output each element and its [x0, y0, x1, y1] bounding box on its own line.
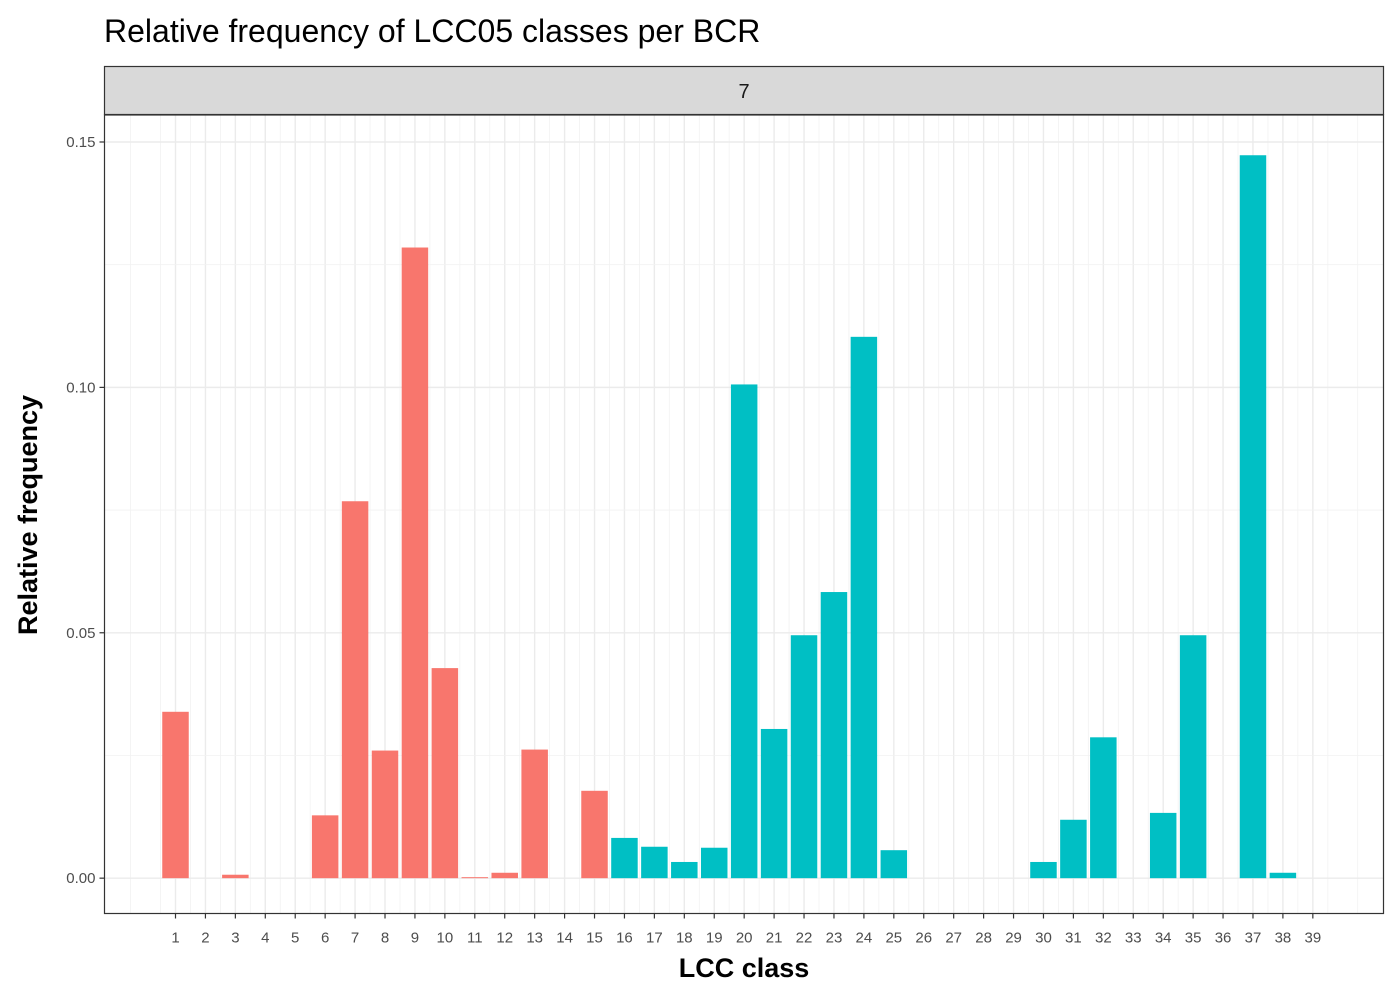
- bar-class-9: [401, 247, 429, 879]
- x-tick-label: 23: [826, 930, 843, 947]
- bar-class-32: [1090, 737, 1117, 879]
- bar-class-15: [581, 790, 608, 879]
- bar-class-24: [850, 336, 878, 879]
- bar-class-31: [1060, 819, 1087, 879]
- bar-class-10: [431, 668, 459, 879]
- bar-class-17: [641, 846, 668, 879]
- x-tick-label: 24: [856, 930, 873, 947]
- bar-class-11: [461, 877, 489, 879]
- x-tick-label: 22: [796, 930, 813, 947]
- x-tick-label: 3: [231, 930, 239, 947]
- x-axis-title: LCC class: [679, 953, 810, 983]
- x-tick-label: 21: [766, 930, 783, 947]
- bar-class-18: [671, 861, 698, 879]
- bar-class-23: [820, 592, 848, 879]
- y-tick-label: 0.15: [66, 134, 95, 151]
- bar-class-1: [162, 711, 189, 879]
- x-tick-label: 19: [706, 930, 723, 947]
- x-tick-label: 35: [1185, 930, 1202, 947]
- bar-class-38: [1269, 872, 1297, 879]
- bar-class-25: [880, 850, 908, 879]
- x-tick-label: 10: [437, 930, 454, 947]
- bar-class-3: [222, 874, 249, 879]
- x-tick-label: 11: [467, 930, 483, 947]
- x-tick-label: 13: [526, 930, 543, 947]
- x-tick-label: 17: [646, 930, 663, 947]
- x-tick-label: 15: [586, 930, 603, 947]
- x-tick-label: 31: [1065, 930, 1082, 947]
- x-tick-label: 37: [1245, 930, 1262, 947]
- bar-class-37: [1239, 155, 1267, 879]
- x-tick-label: 28: [975, 930, 992, 947]
- bar-class-6: [311, 815, 339, 879]
- facet-strip-label: 7: [738, 81, 749, 103]
- bar-class-30: [1030, 861, 1057, 879]
- x-tick-label: 25: [885, 930, 902, 947]
- x-tick-label: 36: [1215, 930, 1232, 947]
- x-tick-label: 12: [496, 930, 513, 947]
- bar-class-19: [700, 847, 728, 879]
- y-tick-label: 0.00: [66, 870, 95, 887]
- x-tick-label: 29: [1005, 930, 1022, 947]
- chart-title: Relative frequency of LCC05 classes per …: [104, 13, 760, 49]
- x-tick-label: 38: [1275, 930, 1292, 947]
- bar-class-22: [790, 635, 818, 879]
- bars: [162, 155, 1297, 879]
- bar-class-8: [371, 750, 399, 879]
- facet-strip-background: [103, 65, 1385, 116]
- y-tick-label: 0.10: [66, 379, 95, 396]
- x-tick-label: 32: [1095, 930, 1112, 947]
- bar-class-35: [1179, 635, 1207, 879]
- x-tick-label: 2: [201, 930, 209, 947]
- y-tick-label: 0.05: [66, 625, 95, 642]
- y-axis: 0.00 0.05 0.10 0.15: [66, 134, 105, 887]
- x-tick-label: 8: [381, 930, 389, 947]
- x-tick-label: 33: [1125, 930, 1142, 947]
- y-axis-title: Relative frequency: [13, 395, 43, 635]
- x-tick-label: 20: [736, 930, 753, 947]
- x-tick-label: 14: [556, 930, 573, 947]
- x-tick-label: 7: [351, 930, 359, 947]
- x-tick-label: 9: [411, 930, 419, 947]
- x-tick-label: 16: [616, 930, 633, 947]
- bar-class-21: [760, 728, 788, 879]
- bar-class-13: [521, 749, 548, 879]
- bar-class-34: [1149, 812, 1177, 879]
- facet-strip: 7: [103, 65, 1385, 116]
- x-tick-label: 18: [676, 930, 693, 947]
- x-tick-label: 30: [1035, 930, 1052, 947]
- x-tick-label: 6: [321, 930, 329, 947]
- x-axis: 1 2 3 4 5 6 7 8 9 10 11 12 13 14 15 16 17 18 19 20 21 22 23 24 2…: [171, 913, 1321, 947]
- x-tick-label: 27: [945, 930, 962, 947]
- bar-class-20: [730, 384, 758, 879]
- x-tick-label: 5: [291, 930, 299, 947]
- bar-class-7: [341, 501, 369, 879]
- bar-class-16: [611, 837, 638, 879]
- x-tick-label: 39: [1304, 930, 1321, 947]
- x-tick-label: 1: [171, 930, 179, 947]
- bar-class-12: [491, 872, 518, 879]
- x-tick-label: 4: [261, 930, 269, 947]
- x-tick-label: 26: [915, 930, 932, 947]
- x-tick-label: 34: [1155, 930, 1172, 947]
